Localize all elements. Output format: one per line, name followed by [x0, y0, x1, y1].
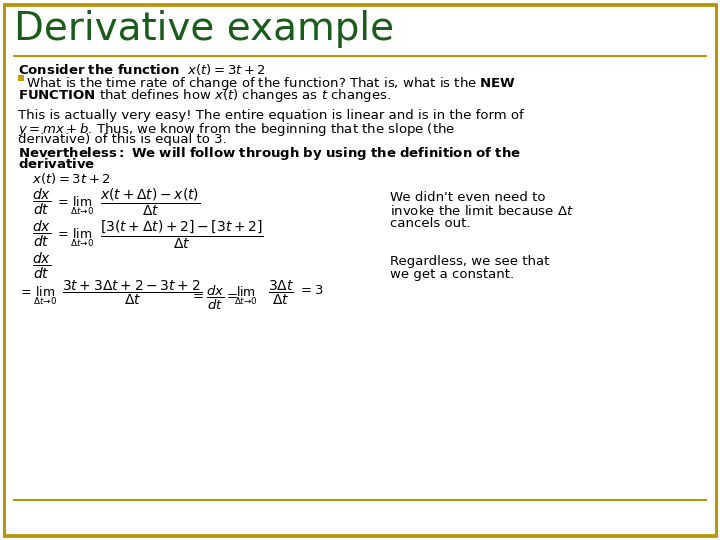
Text: $\lim_{\Delta t \to 0}$: $\lim_{\Delta t \to 0}$ [234, 284, 258, 307]
Text: $= \dfrac{dx}{dt} =$: $= \dfrac{dx}{dt} =$ [190, 284, 238, 312]
Text: $\bf{derivative}$: $\bf{derivative}$ [18, 157, 95, 171]
Text: What is the time rate of change of the function? That is, what is the $\bf{NEW}$: What is the time rate of change of the f… [26, 75, 516, 92]
Text: $y = mx + b$. Thus, we know from the beginning that the slope (the: $y = mx + b$. Thus, we know from the beg… [18, 121, 455, 138]
Text: $\dfrac{dx}{dt}$: $\dfrac{dx}{dt}$ [32, 219, 51, 249]
Text: $\dfrac{dx}{dt}$: $\dfrac{dx}{dt}$ [32, 251, 51, 281]
Text: Regardless, we see that: Regardless, we see that [390, 255, 549, 268]
Text: $\dfrac{3t + 3\Delta t + 2 - 3t + 2}{\Delta t}$: $\dfrac{3t + 3\Delta t + 2 - 3t + 2}{\De… [62, 279, 202, 307]
Text: $= \lim_{\Delta t \to 0}$: $= \lim_{\Delta t \to 0}$ [55, 226, 94, 248]
Text: invoke the limit because $\Delta t$: invoke the limit because $\Delta t$ [390, 204, 574, 218]
Text: cancels out.: cancels out. [390, 217, 470, 230]
Text: we get a constant.: we get a constant. [390, 268, 514, 281]
Text: $\bf{Nevertheless:\ We\ will\ follow\ through\ by\ using\ the\ definition\ of\ t: $\bf{Nevertheless:\ We\ will\ follow\ th… [18, 145, 521, 162]
Text: $\dfrac{[3(t + \Delta t) + 2] - [3t + 2]}{\Delta t}$: $\dfrac{[3(t + \Delta t) + 2] - [3t + 2]… [100, 219, 264, 251]
Text: $= 3$: $= 3$ [298, 284, 323, 297]
Text: Derivative example: Derivative example [14, 10, 394, 48]
Text: We didn't even need to: We didn't even need to [390, 191, 546, 204]
Text: derivative) of this is equal to 3.: derivative) of this is equal to 3. [18, 133, 227, 146]
Text: This is actually very easy! The entire equation is linear and is in the form of: This is actually very easy! The entire e… [18, 109, 523, 122]
Text: $\bf{FUNCTION}$ that defines how $x(t)$ changes as $t$ changes.: $\bf{FUNCTION}$ that defines how $x(t)$ … [18, 87, 391, 104]
Text: $= \lim_{\Delta t \to 0}$: $= \lim_{\Delta t \to 0}$ [18, 284, 57, 307]
Text: $\dfrac{3\Delta t}{\Delta t}$: $\dfrac{3\Delta t}{\Delta t}$ [268, 279, 294, 307]
Text: $\dfrac{dx}{dt}$: $\dfrac{dx}{dt}$ [32, 187, 51, 217]
Text: $x(t) = 3t + 2$: $x(t) = 3t + 2$ [32, 171, 111, 186]
Text: $\bf{Consider\ the\ function}$  $x(t) = 3t + 2$: $\bf{Consider\ the\ function}$ $x(t) = 3… [18, 62, 266, 77]
Text: $= \lim_{\Delta t \to 0}$: $= \lim_{\Delta t \to 0}$ [55, 194, 94, 217]
Text: $\dfrac{x(t + \Delta t) - x(t)}{\Delta t}$: $\dfrac{x(t + \Delta t) - x(t)}{\Delta t… [100, 187, 200, 218]
Bar [18, 75, 24, 81]
